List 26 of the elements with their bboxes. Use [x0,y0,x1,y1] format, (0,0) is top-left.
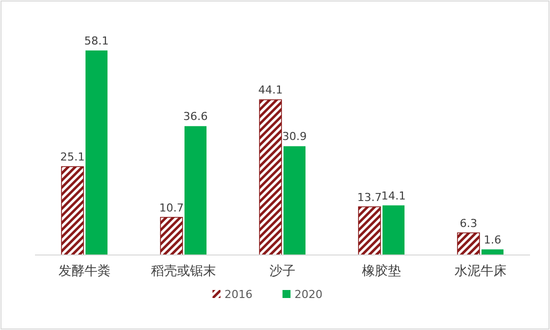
legend-label: 2016 [224,288,252,301]
legend-label: 2020 [294,288,322,301]
data-label: 1.6 [484,233,502,246]
data-label: 25.1 [60,150,85,164]
x-tick-label: 橡胶垫 [362,264,401,279]
x-tick-label: 发酵牛粪 [58,264,110,279]
data-label: 13.7 [357,190,382,204]
data-label: 44.1 [258,84,283,97]
bar [382,205,404,255]
bar [160,216,183,256]
data-label: 14.1 [381,189,406,202]
bar [184,126,206,255]
data-label: 58.1 [84,34,109,48]
x-tick-label: 沙子 [270,264,296,279]
x-tick-label: 水泥牛床 [454,264,506,279]
data-label: 10.7 [159,201,184,214]
data-label: 6.3 [460,216,478,230]
bar [358,206,381,256]
bar [457,232,480,256]
bar [61,166,84,256]
x-tick-label: 稻壳或锯末 [151,264,216,279]
data-label: 30.9 [282,130,307,144]
data-label: 36.6 [183,110,208,124]
bar [259,99,282,256]
bar [284,146,306,255]
bar [86,50,108,255]
